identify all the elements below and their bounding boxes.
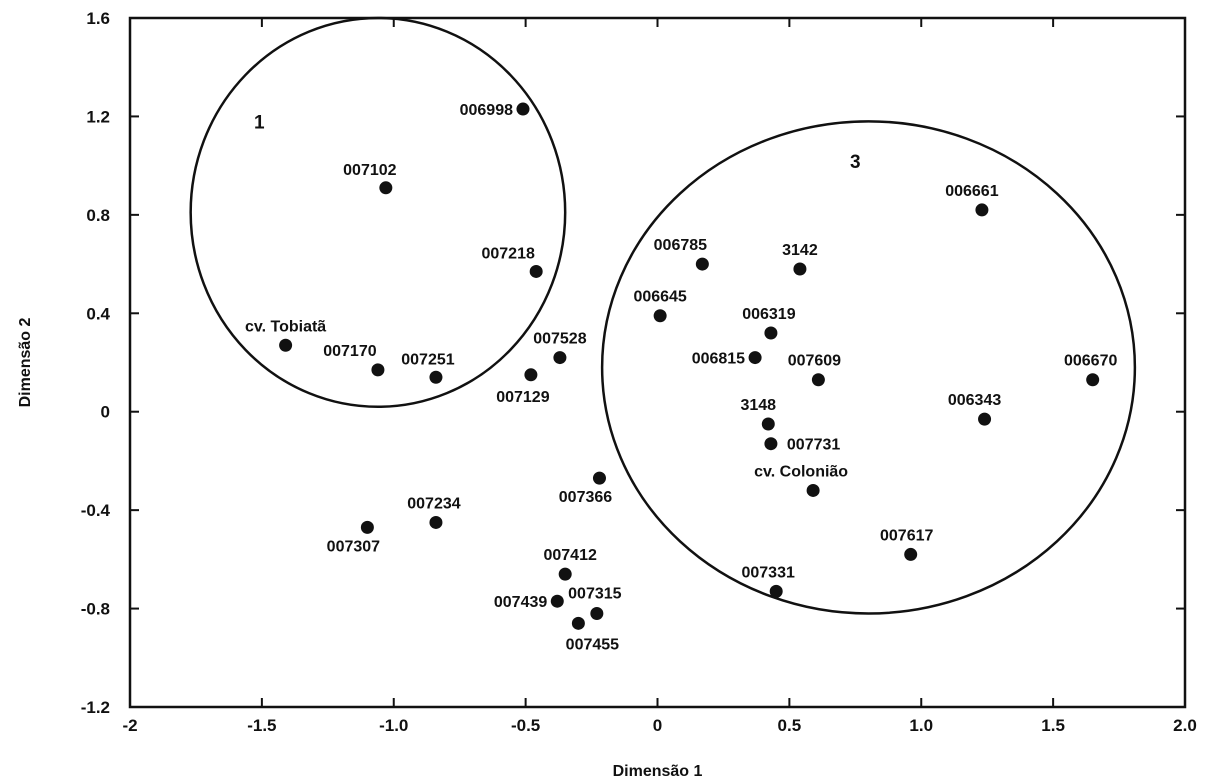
x-tick-label: -0.5 [511, 716, 540, 735]
data-point [379, 181, 393, 195]
point-label: 006785 [654, 237, 707, 254]
point-label: 006319 [742, 306, 795, 323]
cluster-label-3: 3 [850, 152, 861, 173]
data-point [764, 437, 778, 451]
point-label: 007455 [566, 636, 619, 653]
point-label: 006670 [1064, 353, 1117, 370]
y-tick-label: 0.8 [86, 206, 110, 225]
y-tick-label: -0.8 [81, 600, 110, 619]
data-point [553, 351, 567, 365]
point-label: 007366 [559, 489, 612, 506]
data-point [550, 594, 564, 608]
point-label: 007617 [880, 527, 933, 544]
point-label: 007439 [494, 594, 547, 611]
point-label: 007170 [323, 343, 376, 360]
data-point [360, 520, 374, 534]
point-label: cv. Colonião [754, 463, 848, 480]
data-point [904, 547, 918, 561]
y-tick-label: 0.4 [86, 304, 110, 323]
point-label: 007315 [568, 585, 621, 602]
point-label: 007331 [741, 564, 794, 581]
x-tick-label: -1.0 [379, 716, 408, 735]
data-point [524, 368, 538, 382]
data-point [806, 483, 820, 497]
point-label: 006343 [948, 392, 1001, 409]
data-point [764, 326, 778, 340]
point-label: 007129 [496, 389, 549, 406]
y-tick-label: -1.2 [81, 698, 110, 717]
x-tick-label: 0.5 [778, 716, 802, 735]
point-label: 007731 [787, 437, 840, 454]
point-label: 007307 [327, 538, 380, 555]
point-label: 007234 [407, 495, 460, 512]
data-point [571, 616, 585, 630]
point-label: 006998 [460, 102, 513, 119]
data-point [429, 515, 443, 529]
data-point [695, 257, 709, 271]
x-tick-label: 1.0 [909, 716, 933, 735]
point-label: 007412 [543, 547, 596, 564]
x-axis-label: Dimensão 1 [613, 763, 703, 780]
data-points: 006998 007102 007218 cv. Tobiatã 007170 00725… [245, 102, 1117, 653]
x-tick-label: 1.5 [1041, 716, 1065, 735]
x-axis-ticks: -2 -1.5 -1.0 -0.5 0 0.5 1.0 1.5 2.0 [122, 18, 1197, 735]
y-tick-label: -0.4 [81, 501, 111, 520]
point-label: 3142 [782, 242, 818, 259]
y-tick-label: 1.2 [86, 107, 110, 126]
cluster-circle-1 [189, 16, 567, 409]
point-label: 3148 [740, 397, 776, 414]
data-point [1086, 373, 1100, 387]
y-tick-label: 0 [101, 403, 110, 422]
data-point [516, 102, 530, 116]
point-label: 006815 [692, 351, 745, 368]
data-point [769, 584, 783, 598]
y-axis-ticks: -1.2 -0.8 -0.4 0 0.4 0.8 1.2 1.6 [81, 9, 1185, 717]
data-point [811, 373, 825, 387]
point-label: 007251 [401, 351, 454, 368]
x-tick-label: -2 [122, 716, 137, 735]
plot-frame [128, 16, 1187, 709]
point-label: 006661 [945, 183, 998, 200]
cluster-circle-3 [600, 120, 1137, 615]
point-label: cv. Tobiatã [245, 318, 326, 335]
cluster-label-1: 1 [254, 113, 265, 134]
x-tick-label: 2.0 [1173, 716, 1197, 735]
point-label: 007609 [788, 353, 841, 370]
data-point [653, 309, 667, 323]
x-tick-label: 0 [653, 716, 662, 735]
y-axis-label: Dimensão 2 [17, 317, 34, 407]
data-point [978, 412, 992, 426]
x-tick-label: -1.5 [247, 716, 276, 735]
data-point [748, 351, 762, 365]
data-point [279, 338, 293, 352]
point-label: 006645 [633, 289, 686, 306]
y-tick-label: 1.6 [86, 9, 110, 28]
data-point [429, 370, 443, 384]
data-point [529, 264, 543, 278]
data-point [793, 262, 807, 276]
data-point [558, 567, 572, 581]
data-point [371, 363, 385, 377]
data-point [592, 471, 606, 485]
data-point [975, 203, 989, 217]
point-label: 007102 [343, 162, 396, 179]
point-label: 007218 [481, 245, 534, 262]
data-point [761, 417, 775, 431]
point-label: 007528 [533, 331, 586, 348]
data-point [590, 606, 604, 620]
